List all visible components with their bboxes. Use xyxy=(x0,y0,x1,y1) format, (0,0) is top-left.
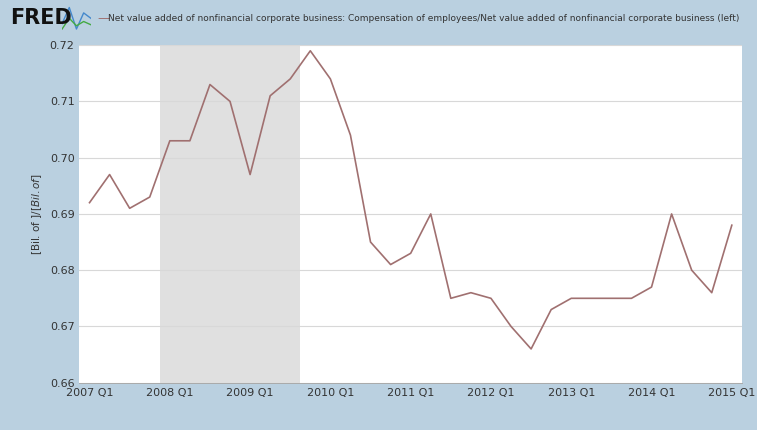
Y-axis label: [Bil. of $]/[Bil. of $]: [Bil. of $]/[Bil. of $] xyxy=(30,173,44,255)
Text: Net value added of nonfinancial corporate business: Compensation of employees/Ne: Net value added of nonfinancial corporat… xyxy=(108,14,740,23)
Text: —: — xyxy=(97,12,110,25)
Bar xyxy=(160,45,301,383)
Text: FRED: FRED xyxy=(10,8,72,28)
